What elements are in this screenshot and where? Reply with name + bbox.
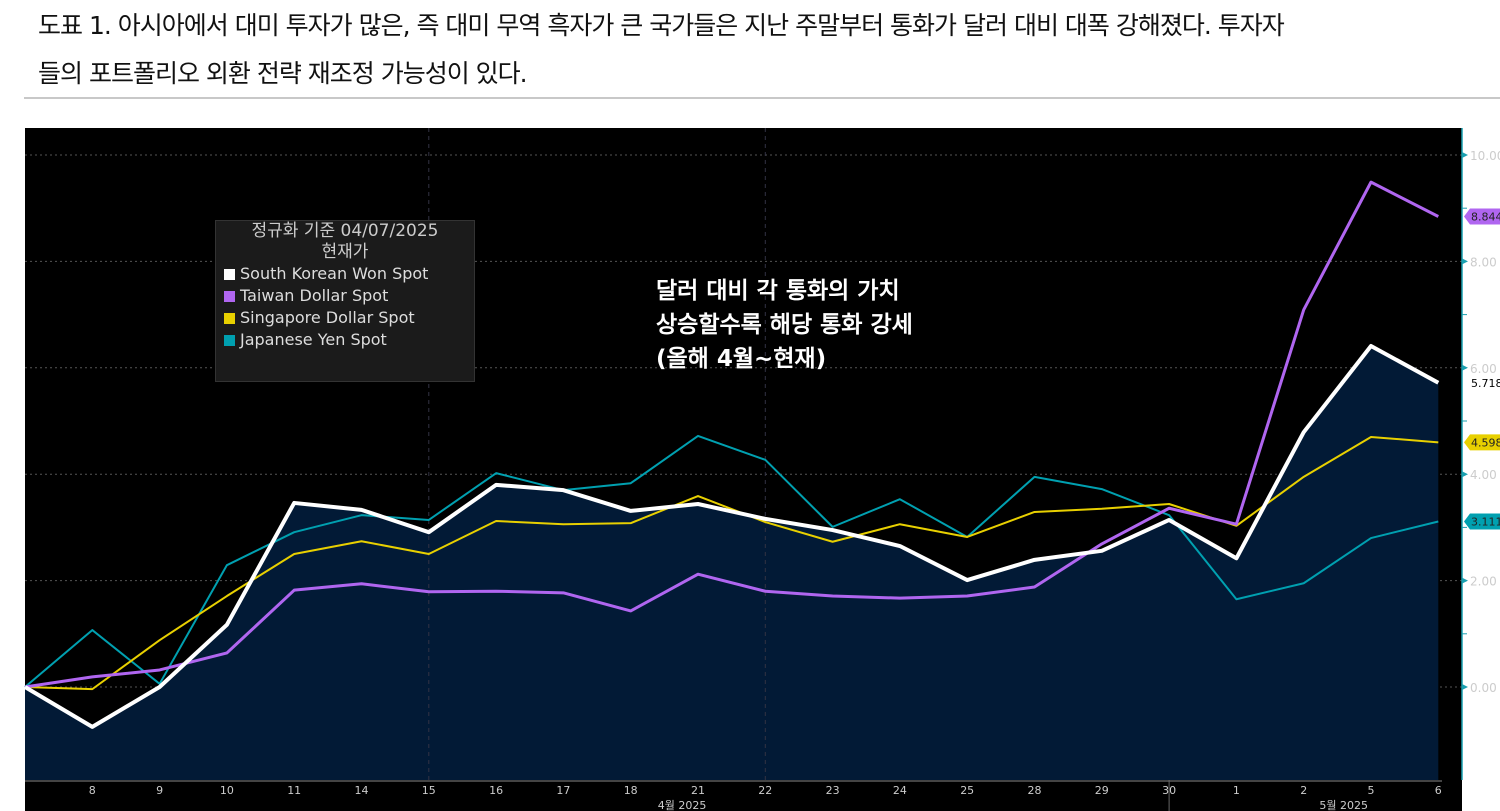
x-tick-label: 6: [1435, 784, 1442, 797]
month-label: 5월 2025: [1319, 799, 1368, 811]
legend-label: Singapore Dollar Spot: [240, 308, 415, 327]
last-value-label: 3.111: [1471, 515, 1500, 528]
legend-swatch: [224, 334, 235, 346]
last-value-badge: [1464, 374, 1500, 391]
x-tick-label: 14: [355, 784, 369, 797]
y-tick-marker: [1462, 258, 1468, 265]
legend-swatch: [224, 312, 235, 324]
area-fill: [25, 345, 1439, 780]
x-tick-label: 21: [691, 784, 705, 797]
x-tick-label: 11: [287, 784, 301, 797]
x-tick-label: 16: [489, 784, 503, 797]
legend-item: South Korean Won Spot: [224, 263, 474, 285]
y-tick-marker: [1462, 577, 1468, 584]
x-tick-label: 5: [1368, 784, 1375, 797]
legend-label: Japanese Yen Spot: [240, 330, 387, 349]
x-tick-label: 15: [422, 784, 436, 797]
x-tick-label: 25: [960, 784, 974, 797]
last-value-label: 8.844: [1471, 210, 1500, 223]
annotation-line: (올해 4월~현재): [656, 346, 827, 372]
legend: 정규화 기준 04/07/2025 현재가 South Korean Won S…: [215, 220, 475, 382]
last-value-badge: [1464, 513, 1500, 530]
x-tick-label: 24: [893, 784, 907, 797]
y-tick-marker: [1462, 684, 1468, 690]
last-value-label: 4.598: [1471, 436, 1500, 449]
series-line-0: [23, 343, 1440, 729]
legend-label: South Korean Won Spot: [240, 264, 429, 283]
legend-title: 정규화 기준 04/07/2025: [251, 221, 439, 241]
month-label: 4월 2025: [658, 799, 707, 811]
y-tick-label: 8.00: [1470, 255, 1497, 269]
x-tick-label: 23: [826, 784, 840, 797]
x-tick-label: 9: [156, 784, 163, 797]
legend-item: Japanese Yen Spot: [224, 329, 474, 351]
y-tick-marker: [1462, 364, 1468, 371]
x-tick-label: 1: [1233, 784, 1240, 797]
y-tick-label: 2.00: [1470, 575, 1497, 589]
annotation-line: 달러 대비 각 통화의 가치: [656, 278, 900, 304]
x-tick-label: 17: [556, 784, 570, 797]
y-tick-label: 6.00: [1470, 362, 1497, 376]
y-tick-marker: [1462, 471, 1468, 478]
legend-label: Taiwan Dollar Spot: [240, 286, 389, 305]
x-tick-label: 10: [220, 784, 234, 797]
y-tick-label: 4.00: [1470, 468, 1497, 482]
x-tick-label: 29: [1095, 784, 1109, 797]
x-tick-label: 2: [1300, 784, 1307, 797]
x-axis-background: [25, 780, 1462, 811]
legend-item: Taiwan Dollar Spot: [224, 285, 474, 307]
legend-swatch: [224, 290, 235, 302]
y-tick-marker: [1462, 152, 1468, 158]
last-value-badge: [1464, 208, 1500, 225]
divider: [24, 97, 1500, 99]
series-line-3: [24, 434, 1439, 688]
y-tick-label: 0.00: [1470, 681, 1497, 695]
series-line-1: [24, 180, 1439, 689]
x-tick-label: 18: [624, 784, 638, 797]
caption-line-2: 들의 포트폴리오 외환 전략 재조정 가능성이 있다.: [38, 59, 528, 88]
legend-item: Singapore Dollar Spot: [224, 307, 474, 329]
x-tick-label: 22: [758, 784, 772, 797]
x-tick-label: 8: [89, 784, 96, 797]
caption-line-1: 도표 1. 아시아에서 대미 투자가 많은, 즉 대미 무역 흑자가 큰 국가들…: [38, 11, 1285, 40]
legend-swatch: [224, 268, 235, 280]
last-value-badge: [1464, 434, 1500, 451]
annotation-line: 상승할수록 해당 통화 강세: [656, 312, 913, 338]
x-tick-label: 28: [1028, 784, 1042, 797]
last-value-label: 5.718: [1471, 377, 1500, 390]
legend-subtitle: 현재가: [321, 242, 369, 262]
y-tick-label: 10.00: [1470, 149, 1500, 163]
annotation: 달러 대비 각 통화의 가치 상승할수록 해당 통화 강세 (올해 4월~현재): [656, 274, 913, 376]
